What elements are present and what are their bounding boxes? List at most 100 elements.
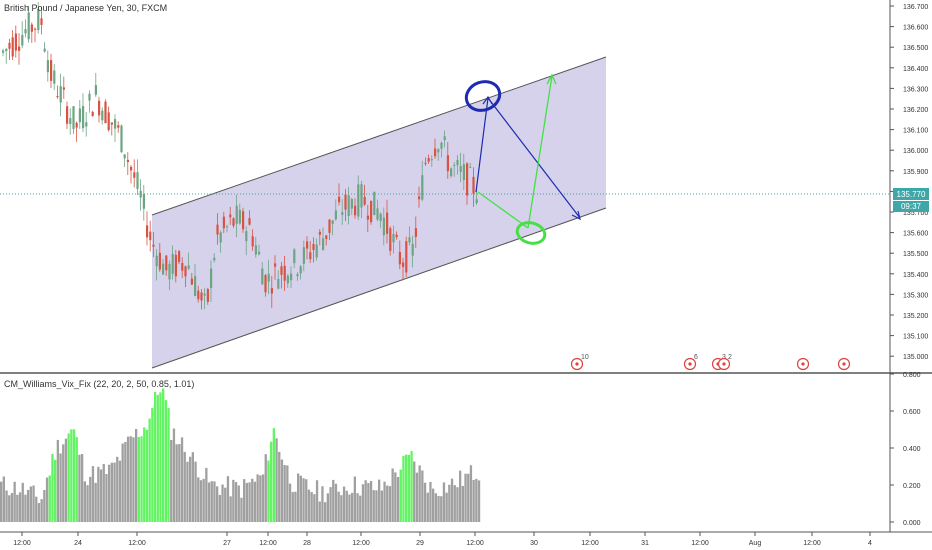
price-tick-label: 136.100 xyxy=(903,128,928,135)
candle-body xyxy=(104,101,107,124)
histogram-bar xyxy=(89,476,92,522)
candle-body xyxy=(338,196,341,203)
candle-body xyxy=(373,191,376,215)
histogram-bar xyxy=(418,465,421,522)
price-tick-label: 135.500 xyxy=(903,251,928,258)
histogram-bar xyxy=(456,487,459,522)
histogram-bar xyxy=(180,437,184,522)
candle-body xyxy=(158,252,161,270)
green-circle-marker[interactable] xyxy=(515,220,547,247)
candle-body xyxy=(75,122,78,128)
histogram-bar xyxy=(388,486,392,522)
candle-body xyxy=(136,172,139,189)
candle-body xyxy=(475,199,478,204)
histogram-signal-bar xyxy=(402,456,405,522)
candle-body xyxy=(174,254,177,277)
histogram-bar xyxy=(40,499,43,522)
time-tick-label: 12:00 xyxy=(803,540,821,547)
histogram-bar xyxy=(450,478,454,522)
channel-lower-line[interactable] xyxy=(151,207,607,369)
histogram-bar xyxy=(243,479,246,522)
histogram-bar xyxy=(207,482,211,522)
histogram-bar xyxy=(310,492,313,522)
vix-fix-histogram[interactable] xyxy=(0,388,481,522)
time-axis[interactable]: 12:00 24 12:00 27 12:00 28 12:00 29 12:00 30 12:00… xyxy=(13,532,872,547)
event-icon-dot xyxy=(842,362,846,366)
histogram-bar xyxy=(313,494,316,522)
histogram-bar xyxy=(2,476,5,522)
histogram-bar xyxy=(394,472,397,522)
blue-circle-marker[interactable] xyxy=(462,77,504,115)
histogram-bar xyxy=(332,479,335,522)
candle-body xyxy=(434,148,437,157)
candlestick-series[interactable] xyxy=(2,2,478,310)
candle-body xyxy=(267,273,270,282)
candle-body xyxy=(350,199,353,209)
histogram-bar xyxy=(445,492,448,522)
histogram-bar xyxy=(380,490,383,522)
candle-body xyxy=(232,218,235,226)
candle-body xyxy=(469,166,472,168)
histogram-bar xyxy=(132,437,135,522)
candle-body xyxy=(34,28,37,30)
histogram-bar xyxy=(116,456,119,522)
candle-body xyxy=(242,211,245,230)
time-tick-label: 12:00 xyxy=(352,540,370,547)
candle-body xyxy=(392,233,395,243)
candle-body xyxy=(82,106,85,129)
blue-arrow-down[interactable] xyxy=(487,97,581,219)
green-arrow-up[interactable] xyxy=(527,75,553,229)
histogram-bar xyxy=(202,478,205,522)
candle-body xyxy=(107,112,110,131)
symbol-title: British Pound / Japanese Yen, 30, FXCM xyxy=(4,3,167,13)
candle-body xyxy=(56,96,59,98)
candle-body xyxy=(472,176,475,194)
histogram-signal-bar xyxy=(67,433,70,522)
histogram-bar xyxy=(108,464,111,522)
candle-body xyxy=(414,228,417,237)
candle-body xyxy=(386,212,389,234)
histogram-bar xyxy=(113,462,116,522)
candle-body xyxy=(370,200,373,223)
histogram-bar xyxy=(251,478,254,522)
candle-body xyxy=(446,155,449,172)
event-markers[interactable]: 10 6 3 2 xyxy=(570,354,851,371)
candle-body xyxy=(312,243,315,250)
histogram-bar xyxy=(345,490,348,522)
price-tick-label: 136.300 xyxy=(903,86,928,93)
blue-arrow-up[interactable] xyxy=(475,97,489,193)
channel-upper-line[interactable] xyxy=(151,56,607,216)
histogram-bar xyxy=(86,485,89,522)
histogram-signal-bar xyxy=(48,475,51,522)
histogram-bar xyxy=(24,494,27,522)
candle-body xyxy=(322,238,325,250)
indicator-axis[interactable]: 0.800 0.600 0.400 0.200 0.000 xyxy=(890,372,921,527)
histogram-bar xyxy=(294,491,297,522)
candle-body xyxy=(366,215,369,220)
histogram-bar xyxy=(43,489,46,522)
drawing-annotations[interactable] xyxy=(462,73,581,247)
green-arrow-down[interactable] xyxy=(477,191,529,229)
candle-body xyxy=(274,263,277,267)
histogram-bar xyxy=(286,465,289,522)
histogram-signal-bar xyxy=(151,408,154,522)
histogram-bar xyxy=(199,480,203,522)
candle-body xyxy=(130,166,133,171)
candle-body xyxy=(165,255,168,271)
candle-body xyxy=(226,226,229,228)
candle-body xyxy=(110,122,113,125)
histogram-bar xyxy=(477,480,481,522)
histogram-bar xyxy=(110,462,113,522)
histogram-bar xyxy=(126,436,130,522)
candle-body xyxy=(181,262,184,271)
candle-body xyxy=(293,249,296,264)
histogram-bar xyxy=(383,481,386,522)
histogram-bar xyxy=(278,451,281,522)
histogram-bar xyxy=(91,466,95,522)
time-tick-label: 12:00 xyxy=(128,540,146,547)
price-axis[interactable]: 136.700 136.600 136.500 136.400 136.300 136.2… xyxy=(890,4,928,361)
histogram-bar xyxy=(415,472,419,522)
candle-body xyxy=(69,118,72,125)
candle-body xyxy=(306,241,309,249)
